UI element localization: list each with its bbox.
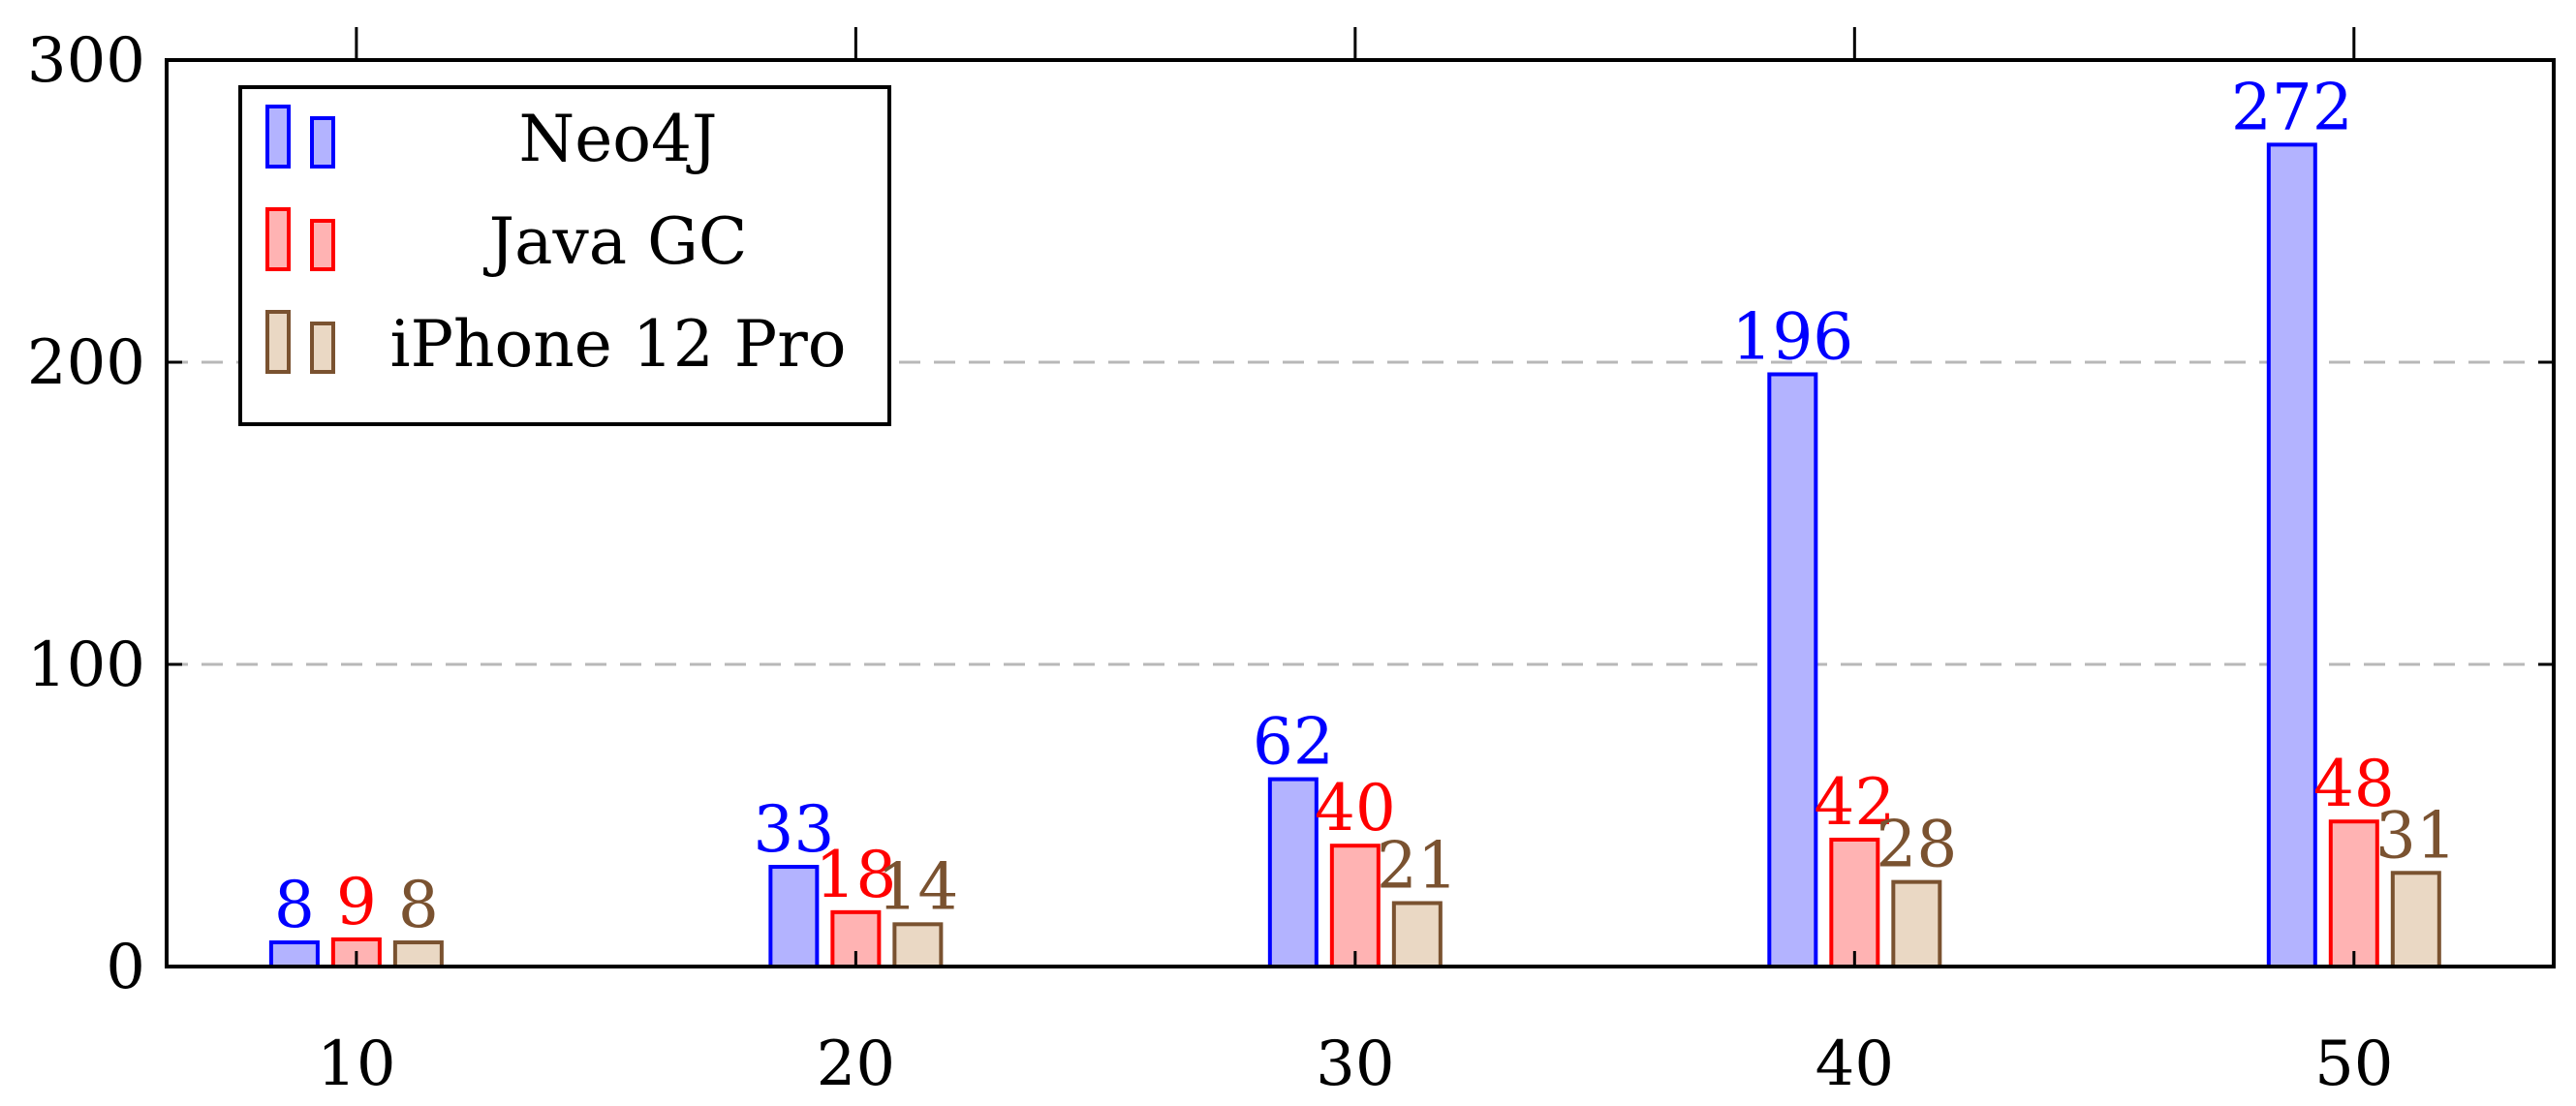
data-label: 272 (2231, 70, 2353, 144)
data-label: 18 (815, 838, 896, 912)
y-tick-label: 300 (27, 25, 145, 97)
bar-iphone-12-pro-10 (392, 940, 444, 968)
legend-label: iPhone 12 Pro (390, 307, 847, 382)
data-label: 28 (1876, 808, 1957, 882)
bar-neo4j-50 (2266, 142, 2317, 969)
data-label: 31 (2375, 798, 2457, 873)
legend-swatch (265, 105, 291, 169)
data-label: 8 (398, 868, 439, 942)
bars (268, 142, 2441, 969)
bar-java-gc-50 (2328, 819, 2379, 968)
data-labels: 8 33 62 196 272 9 18 40 42 48 8 14 21 28 31 (274, 70, 2457, 942)
data-label: 21 (1377, 828, 1458, 903)
plot-frame (165, 58, 2556, 968)
bar-iphone-12-pro-40 (1891, 879, 1942, 969)
legend-label: Java GC (483, 204, 748, 279)
legend-swatch (265, 310, 291, 374)
y-tick-label: 200 (27, 327, 145, 399)
data-label: 196 (1731, 299, 1853, 374)
bar-iphone-12-pro-30 (1391, 901, 1443, 968)
data-label: 48 (2313, 747, 2395, 821)
x-tick-label: 40 (1816, 1029, 1894, 1100)
legend-swatch (310, 322, 335, 374)
x-tick-label: 30 (1316, 1029, 1394, 1100)
bar-iphone-12-pro-50 (2390, 871, 2441, 969)
data-label: 62 (1253, 705, 1334, 780)
axis-ticks: 0 100 200 300 10 20 30 40 50 (27, 25, 2554, 1100)
data-label: 42 (1814, 765, 1895, 840)
bar-java-gc-40 (1829, 837, 1880, 969)
bar-neo4j-10 (268, 940, 320, 968)
data-label: 9 (336, 865, 377, 939)
bar-neo4j-40 (1767, 372, 1818, 969)
legend-swatch (310, 219, 335, 271)
data-label: 40 (1315, 771, 1396, 845)
legend-swatch (310, 116, 335, 169)
legend-box (238, 85, 891, 426)
legend: Neo4J Java GC iPhone 12 Pro (238, 85, 891, 426)
data-label: 33 (753, 792, 834, 867)
y-tick-label: 100 (27, 630, 145, 701)
data-label: 8 (274, 868, 315, 942)
y-tick-label: 0 (106, 932, 145, 1003)
bar-iphone-12-pro-20 (892, 922, 944, 969)
bar-neo4j-20 (768, 865, 820, 968)
data-label: 14 (877, 849, 958, 924)
x-tick-label: 50 (2314, 1029, 2393, 1100)
legend-swatch (265, 207, 291, 271)
x-tick-label: 20 (817, 1029, 895, 1100)
legend-label: Neo4J (519, 102, 718, 176)
x-tick-label: 10 (317, 1029, 395, 1100)
bar-java-gc-30 (1329, 844, 1381, 969)
bar-neo4j-30 (1267, 777, 1319, 968)
